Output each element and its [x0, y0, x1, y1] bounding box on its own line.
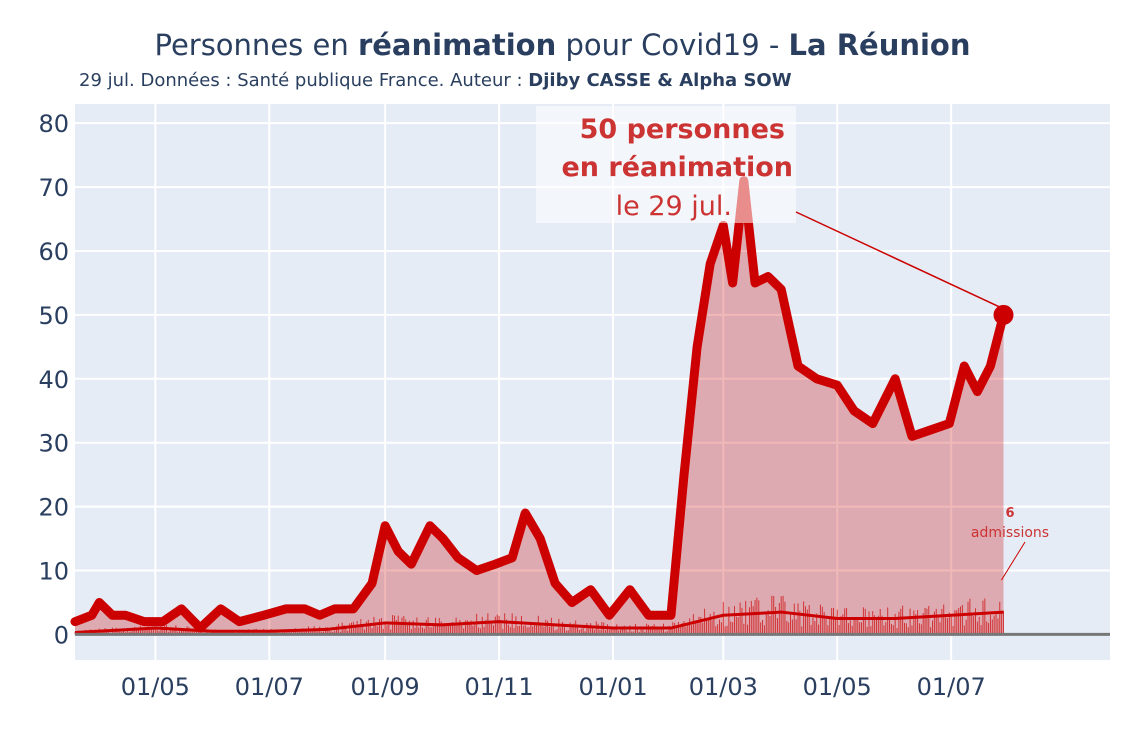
series-group [70, 176, 1110, 636]
admissions-pointer [1001, 541, 1026, 581]
x-axis: 01/05 01/07 01/09 01/11 01/01 01/03 01/05 01/07 [121, 673, 986, 701]
x-tick-label: 01/05 [803, 673, 872, 701]
x-tick-label: 01/11 [465, 673, 534, 701]
chart-title: Personnes en réanimation pour Covid19 - … [154, 28, 971, 62]
annotation-box [536, 106, 796, 223]
x-tick-label: 01/07 [235, 673, 304, 701]
x-tick-label: 01/05 [121, 673, 190, 701]
admissions-label: admissions [971, 525, 1049, 541]
y-axis: 0 10 20 30 40 50 60 70 80 [38, 110, 69, 649]
y-tick-label: 80 [38, 110, 69, 138]
admissions-value: 6 [1005, 506, 1014, 521]
y-tick-label: 60 [38, 238, 69, 266]
x-tick-label: 01/03 [689, 673, 758, 701]
y-tick-label: 20 [38, 494, 69, 522]
x-tick-label: 01/01 [578, 673, 647, 701]
annotation-line3: le 29 jul. [616, 191, 732, 222]
admissions-line [74, 610, 1004, 635]
y-tick-label: 70 [38, 174, 69, 202]
y-tick-label: 0 [54, 621, 69, 649]
y-tick-label: 10 [38, 558, 69, 586]
x-tick-label: 01/07 [917, 673, 986, 701]
y-tick-label: 40 [38, 366, 69, 394]
annotation-line2: en réanimation [561, 152, 793, 183]
x-tick-label: 01/09 [351, 673, 420, 701]
reanimation-area [75, 180, 1004, 635]
chart-subtitle: 29 jul. Données : Santé publique France.… [79, 70, 792, 91]
reanimation-line [70, 176, 1009, 633]
y-tick-label: 30 [38, 430, 69, 458]
y-tick-label: 50 [38, 302, 69, 330]
annotation-pointer [795, 211, 1000, 308]
annotation-line1: 50 personnes [580, 114, 785, 145]
annotations: 50 personnes en réanimation le 29 jul. 6 adm… [536, 106, 1049, 581]
last-value-marker [993, 304, 1014, 325]
